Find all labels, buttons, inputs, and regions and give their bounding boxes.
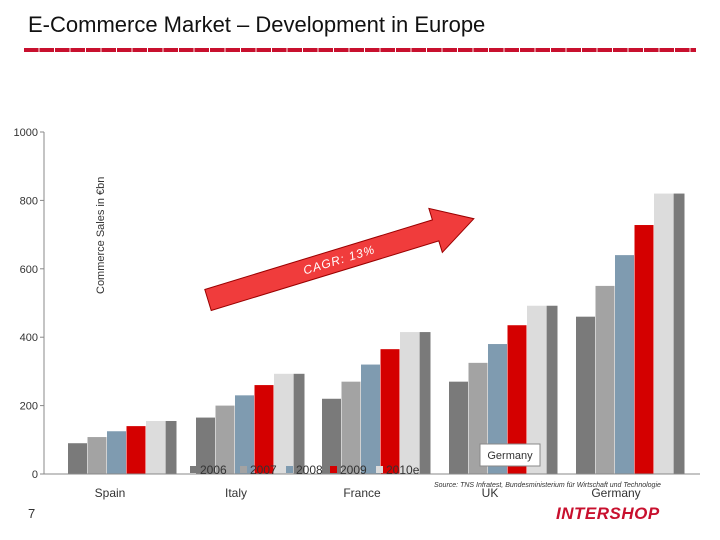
bar-spain-2007 <box>87 437 107 474</box>
bar-italy-2007 <box>215 405 235 474</box>
germany-tooltip: Germany <box>479 443 541 467</box>
bar-uk-2006 <box>449 381 468 474</box>
bar-spain-2006 <box>68 443 87 474</box>
title-divider <box>24 48 696 52</box>
y-tick-label: 800 <box>20 195 38 207</box>
bar-spain-extra <box>165 420 177 474</box>
legend-label-2010e: 2010e <box>386 463 420 477</box>
legend-label-2009: 2009 <box>340 463 367 477</box>
category-label-germany: Germany <box>591 486 640 500</box>
bar-france-2007 <box>341 381 361 474</box>
bar-italy-2008 <box>235 395 254 474</box>
category-label-spain: Spain <box>95 486 126 500</box>
bar-germany-2009 <box>634 225 654 474</box>
bar-italy-extra <box>293 373 305 474</box>
bar-germany-2008 <box>615 255 634 474</box>
legend-label-2006: 2006 <box>200 463 227 477</box>
page-number: 7 <box>28 506 36 521</box>
bars-layer <box>68 193 685 474</box>
page-title: E-Commerce Market – Development in Europ… <box>28 12 486 37</box>
y-tick-label: 1000 <box>14 127 38 139</box>
chart-legend: 2006 2007 2008 2009 2010e <box>190 463 420 477</box>
y-axis-label: Commerce Sales in €bn <box>95 177 107 294</box>
bar-germany-extra <box>673 193 685 474</box>
intershop-logo: INTERSHOP <box>556 504 660 523</box>
bar-spain-2008 <box>107 431 126 474</box>
legend-swatch-2010e <box>376 466 383 473</box>
legend-label-2007: 2007 <box>250 463 277 477</box>
legend-swatch-2007 <box>240 466 247 473</box>
legend-swatch-2008 <box>286 466 293 473</box>
growth-arrow: CAGR: 13% <box>204 207 475 312</box>
bar-italy-2010e <box>274 373 293 474</box>
bar-france-2006 <box>322 398 341 474</box>
tooltip-text: Germany <box>487 450 533 462</box>
legend-label-2008: 2008 <box>296 463 323 477</box>
bar-uk-2009 <box>507 325 527 474</box>
bar-germany-2010e <box>654 193 673 474</box>
bar-france-2008 <box>361 364 380 474</box>
legend-swatch-2006 <box>190 466 197 473</box>
bar-uk-2008 <box>488 344 507 474</box>
bar-france-extra <box>419 332 431 474</box>
category-labels: Spain Italy France UK Germany <box>95 486 641 500</box>
growth-arrow-shape <box>204 207 475 312</box>
bar-germany-2006 <box>576 316 595 474</box>
bar-france-2010e <box>400 332 419 474</box>
tooltip-box <box>479 443 541 467</box>
bar-italy-2006 <box>196 417 215 474</box>
category-label-france: France <box>343 486 381 500</box>
y-tick-label: 200 <box>20 401 38 413</box>
bar-spain-2010e <box>146 420 165 474</box>
category-label-uk: UK <box>482 486 499 500</box>
bar-spain-2009 <box>126 426 146 474</box>
bar-germany-2007 <box>595 285 615 474</box>
bar-italy-2009 <box>254 385 274 474</box>
bar-uk-extra <box>546 305 558 474</box>
legend-swatch-2009 <box>330 466 337 473</box>
category-label-italy: Italy <box>225 486 247 500</box>
y-tick-label: 600 <box>20 264 38 276</box>
source-note: Source: TNS Infratest, Bundesministerium… <box>434 482 661 489</box>
bar-france-2009 <box>380 349 400 474</box>
y-ticks: 0 200 400 600 800 1000 <box>14 127 44 481</box>
bar-uk-2010e <box>527 305 546 474</box>
y-tick-label: 0 <box>32 469 38 481</box>
y-tick-label: 400 <box>20 332 38 344</box>
